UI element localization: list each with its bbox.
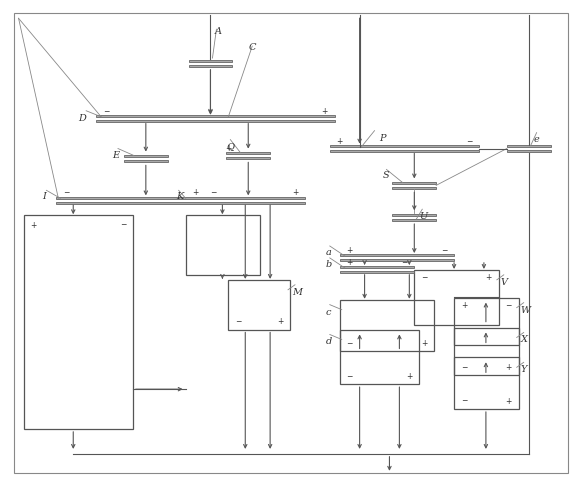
Text: −: −	[346, 372, 353, 381]
Text: K: K	[176, 192, 183, 201]
Text: −: −	[461, 396, 467, 406]
FancyBboxPatch shape	[56, 202, 305, 204]
Bar	[228, 280, 290, 329]
Text: +: +	[346, 258, 353, 268]
FancyBboxPatch shape	[188, 60, 232, 62]
Bar	[185, 215, 260, 275]
Text: +: +	[192, 188, 199, 197]
Text: −: −	[505, 301, 512, 310]
FancyBboxPatch shape	[393, 219, 436, 220]
FancyBboxPatch shape	[226, 152, 270, 154]
Text: S: S	[383, 172, 389, 180]
Text: +: +	[421, 339, 428, 348]
Text: −: −	[401, 258, 408, 268]
Text: E: E	[112, 150, 119, 160]
Text: +: +	[277, 317, 283, 326]
Bar	[340, 300, 434, 351]
Text: Y: Y	[521, 366, 527, 374]
FancyBboxPatch shape	[340, 267, 414, 269]
Bar	[340, 329, 419, 384]
Text: +: +	[336, 137, 343, 146]
Text: +: +	[505, 396, 512, 406]
Text: −: −	[210, 188, 216, 197]
Text: +: +	[346, 246, 353, 255]
FancyBboxPatch shape	[188, 65, 232, 67]
Bar	[454, 298, 519, 345]
Text: e: e	[534, 135, 539, 144]
FancyBboxPatch shape	[393, 182, 436, 184]
Text: +: +	[505, 363, 512, 372]
Text: X: X	[521, 336, 528, 344]
Text: A: A	[215, 27, 222, 36]
Text: −: −	[466, 137, 472, 146]
FancyBboxPatch shape	[96, 115, 335, 117]
Text: D: D	[78, 114, 86, 123]
Text: +: +	[292, 188, 298, 197]
Text: −: −	[421, 273, 428, 282]
Text: −: −	[103, 107, 109, 116]
Text: a: a	[326, 248, 332, 257]
Text: M: M	[292, 288, 302, 297]
Text: b: b	[326, 260, 332, 269]
FancyBboxPatch shape	[226, 157, 270, 159]
Text: −: −	[63, 188, 70, 197]
Text: W: W	[521, 306, 531, 315]
Text: −: −	[441, 246, 448, 255]
Text: +: +	[461, 301, 467, 310]
FancyBboxPatch shape	[340, 271, 414, 273]
Text: +: +	[225, 144, 232, 153]
FancyBboxPatch shape	[330, 150, 479, 152]
Text: c: c	[326, 308, 331, 317]
Bar	[454, 357, 519, 409]
FancyBboxPatch shape	[124, 155, 168, 157]
Text: U: U	[419, 212, 428, 221]
Text: P: P	[380, 134, 386, 143]
FancyBboxPatch shape	[124, 160, 168, 162]
Text: −: −	[120, 220, 126, 230]
Text: +: +	[322, 107, 328, 116]
FancyBboxPatch shape	[393, 214, 436, 216]
Bar	[454, 327, 519, 375]
Text: −: −	[346, 339, 353, 348]
Text: +: +	[30, 220, 37, 230]
Text: d: d	[326, 338, 332, 346]
FancyBboxPatch shape	[393, 187, 436, 189]
Text: −: −	[235, 317, 242, 326]
FancyBboxPatch shape	[340, 259, 454, 261]
FancyBboxPatch shape	[340, 254, 454, 256]
FancyBboxPatch shape	[56, 197, 305, 199]
Text: I: I	[43, 192, 46, 201]
Text: C: C	[248, 43, 256, 52]
Text: +: +	[406, 372, 412, 381]
FancyBboxPatch shape	[330, 145, 479, 147]
FancyBboxPatch shape	[507, 145, 550, 147]
Bar	[414, 270, 499, 324]
Text: Q: Q	[226, 142, 235, 150]
Text: −: −	[461, 363, 467, 372]
FancyBboxPatch shape	[507, 150, 550, 152]
Bar	[23, 215, 133, 429]
FancyBboxPatch shape	[96, 120, 335, 122]
Text: +: +	[486, 273, 492, 282]
Text: V: V	[501, 278, 508, 287]
